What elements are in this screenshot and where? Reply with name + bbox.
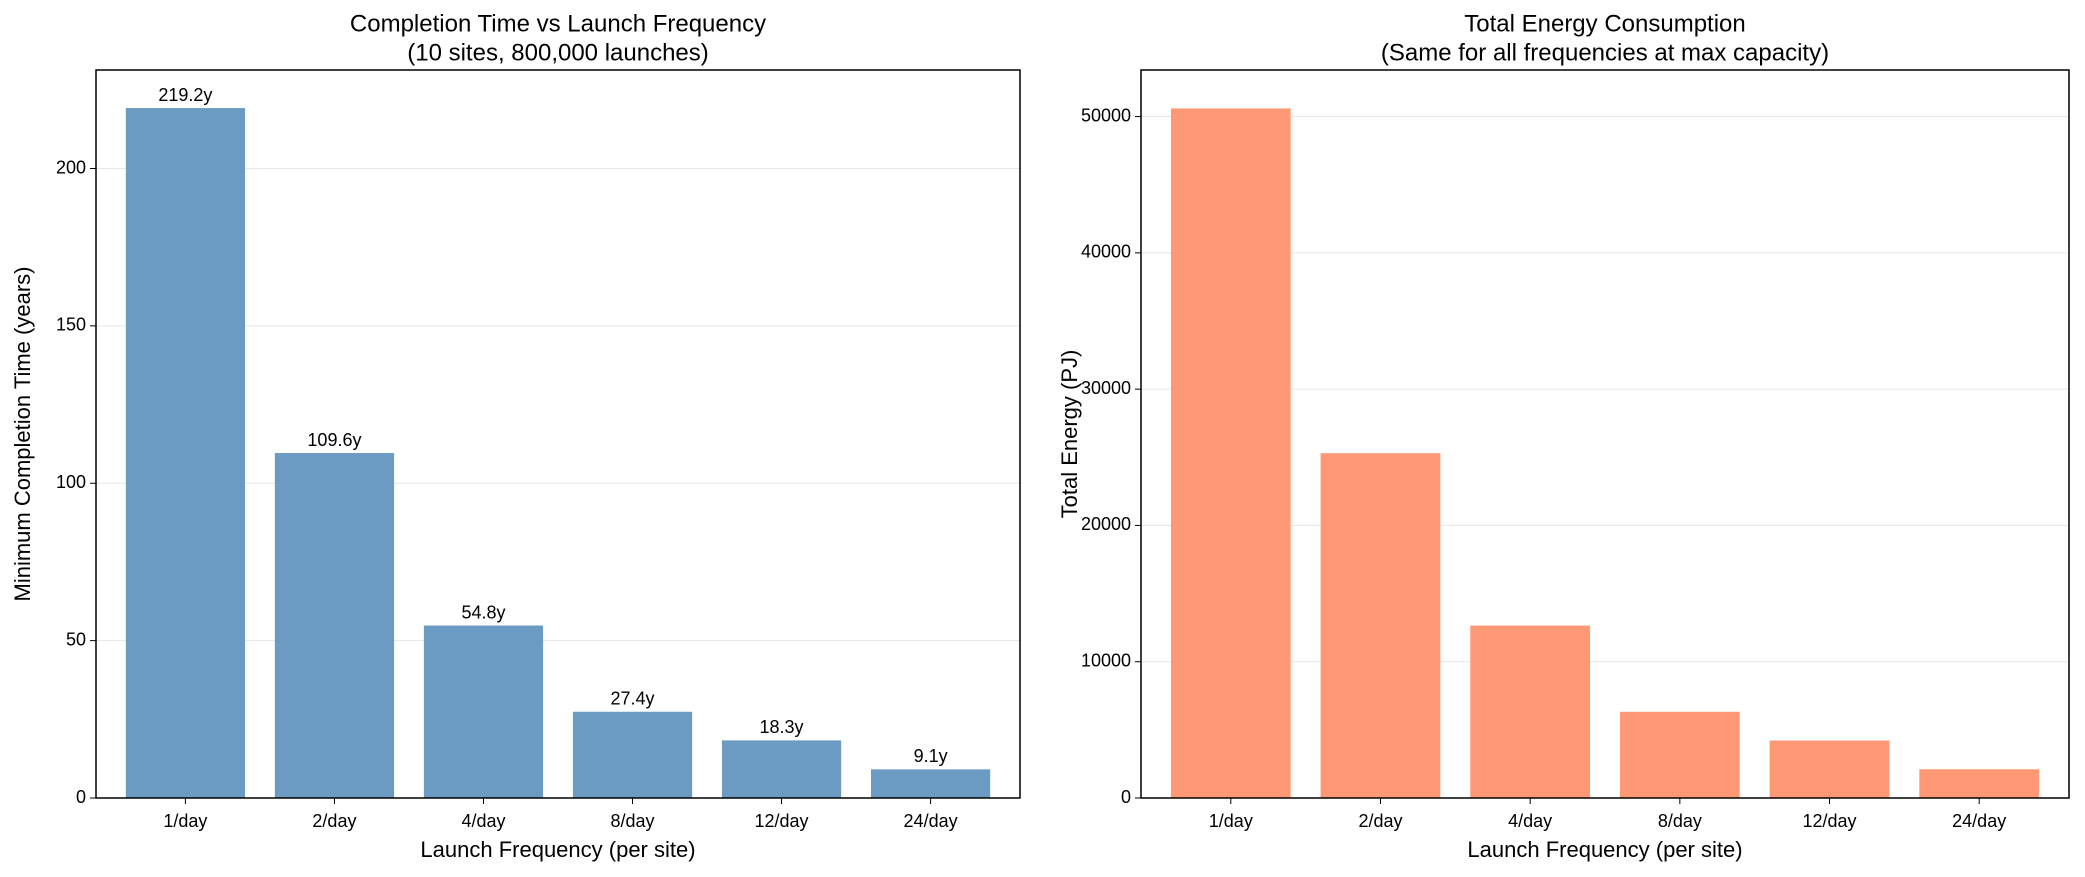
chart-subtitle: (10 sites, 800,000 launches) (407, 39, 709, 66)
bar (721, 740, 842, 798)
x-tick-label: 1/day (163, 811, 207, 831)
x-tick-label: 12/day (1802, 811, 1856, 831)
bar (870, 769, 991, 798)
value-label: 109.6y (307, 430, 361, 450)
bar (1919, 769, 2040, 798)
value-label: 9.1y (914, 746, 948, 766)
value-label: 219.2y (158, 85, 212, 105)
y-axis-label: Total Energy (PJ) (1057, 350, 1082, 519)
y-tick-label: 20000 (1081, 514, 1131, 534)
x-tick-label: 8/day (610, 811, 654, 831)
bar (1769, 740, 1890, 798)
x-tick-label: 1/day (1209, 811, 1253, 831)
bar (423, 625, 544, 798)
y-tick-label: 0 (1121, 787, 1131, 807)
bar (1170, 108, 1291, 799)
chart-title: Completion Time vs Launch Frequency (350, 10, 766, 37)
x-tick-label: 2/day (312, 811, 356, 831)
bar (1619, 711, 1740, 798)
y-tick-label: 0 (76, 787, 86, 807)
x-tick-label: 2/day (1358, 811, 1402, 831)
y-tick-label: 50000 (1081, 105, 1131, 125)
x-axis-label: Launch Frequency (per site) (420, 837, 695, 862)
y-tick-label: 200 (56, 157, 86, 177)
y-tick-label: 100 (56, 472, 86, 492)
bar (125, 108, 246, 799)
value-label: 27.4y (610, 689, 654, 709)
x-tick-label: 24/day (1952, 811, 2006, 831)
chart-subtitle: (Same for all frequencies at max capacit… (1381, 39, 1829, 66)
bar (274, 453, 395, 798)
bar (1470, 625, 1591, 798)
chart-title: Total Energy Consumption (1464, 10, 1745, 37)
y-tick-label: 50 (66, 629, 86, 649)
y-tick-label: 40000 (1081, 242, 1131, 262)
bar (572, 711, 693, 798)
plot-frame (95, 69, 1021, 799)
y-tick-label: 30000 (1081, 378, 1131, 398)
plot-frame (1140, 69, 2070, 799)
value-label: 54.8y (461, 602, 505, 622)
x-axis-label: Launch Frequency (per site) (1467, 837, 1742, 862)
value-label: 18.3y (760, 717, 804, 737)
x-tick-label: 24/day (904, 811, 958, 831)
y-tick-label: 150 (56, 315, 86, 335)
x-tick-label: 8/day (1658, 811, 1702, 831)
y-axis-label: Minimum Completion Time (years) (10, 267, 35, 602)
bar (1320, 453, 1441, 798)
x-tick-label: 4/day (461, 811, 505, 831)
x-tick-label: 4/day (1508, 811, 1552, 831)
y-tick-label: 10000 (1081, 650, 1131, 670)
x-tick-label: 12/day (755, 811, 809, 831)
